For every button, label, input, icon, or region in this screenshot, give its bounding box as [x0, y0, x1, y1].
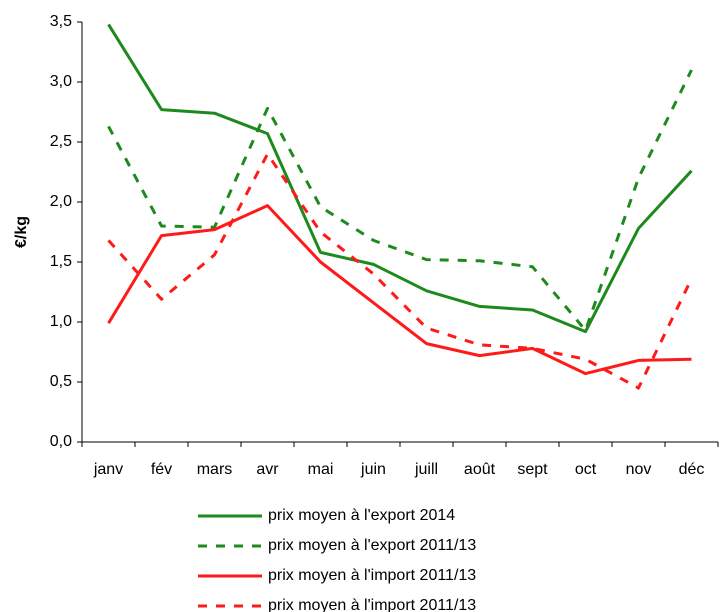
y-tick-label: 3,5	[50, 13, 72, 30]
series-line	[107, 69, 693, 332]
x-tick-label: déc	[679, 461, 705, 478]
y-tick-label: 0,5	[50, 373, 72, 390]
x-tick-label: fév	[151, 461, 172, 478]
series-line	[107, 23, 693, 334]
x-tick-label: oct	[575, 461, 597, 478]
legend-label: prix moyen à l'export 2014	[268, 507, 455, 524]
x-tick-label: juill	[414, 461, 438, 478]
y-tick-label: 3,0	[50, 73, 72, 90]
x-tick-label: nov	[626, 461, 652, 478]
legend-label: prix moyen à l'import 2011/13	[268, 567, 476, 584]
x-tick-label: mai	[308, 461, 334, 478]
x-tick-label: sept	[517, 461, 548, 478]
legend-label: prix moyen à l'import 2011/13	[268, 597, 476, 612]
x-tick-label: janv	[93, 461, 123, 478]
series-line	[107, 152, 693, 390]
x-tick-label: avr	[256, 461, 279, 478]
y-tick-label: 1,0	[50, 313, 72, 330]
x-tick-label: août	[464, 461, 496, 478]
legend-label: prix moyen à l'export 2011/13	[268, 537, 476, 554]
y-tick-label: 0,0	[50, 433, 72, 450]
series-line	[107, 204, 692, 376]
y-axis-label: €/kg	[13, 216, 30, 248]
y-tick-label: 2,5	[50, 133, 72, 150]
y-tick-label: 1,5	[50, 253, 72, 270]
x-tick-label: mars	[197, 461, 233, 478]
y-tick-label: 2,0	[50, 193, 72, 210]
x-tick-label: juin	[360, 461, 386, 478]
